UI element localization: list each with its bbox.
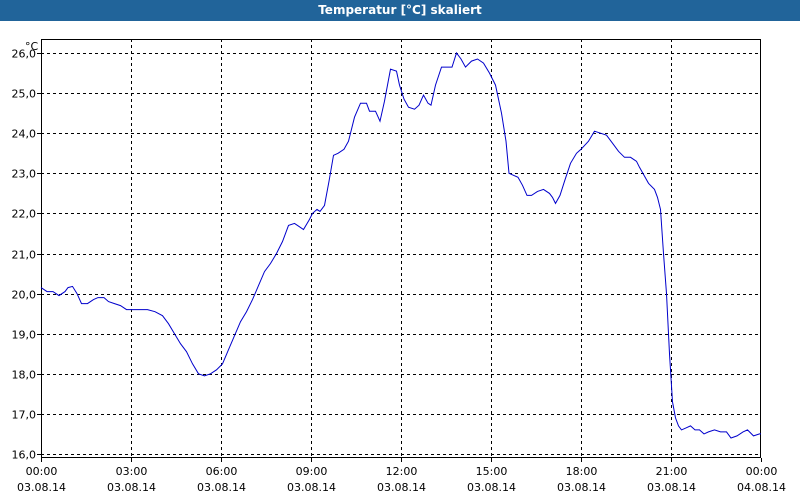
- x-tick-time-label: 00:00: [746, 465, 778, 478]
- x-tick-date-label: 04.08.14: [737, 481, 786, 494]
- x-axis: 00:00 03.08.14 03:00 03.08.14 06:00 03.08.14 0…: [17, 458, 786, 494]
- window-title: Temperatur [°C] skaliert: [0, 0, 800, 21]
- y-tick-label: 18,0: [12, 369, 37, 382]
- x-tick-time-label: 00:00: [26, 465, 58, 478]
- x-tick-date-label: 03.08.14: [647, 481, 696, 494]
- y-tick-label: 26,0: [12, 48, 37, 61]
- y-tick-label: 19,0: [12, 329, 37, 342]
- x-tick-time-label: 12:00: [386, 465, 418, 478]
- y-axis-unit-label: °C: [25, 40, 39, 53]
- temperature-chart: 16,0 17,0 18,0 19,0 20,0 21,0 22,0 23,0 24,0 25,0…: [12, 39, 786, 494]
- y-axis: 16,0 17,0 18,0 19,0 20,0 21,0 22,0 23,0 24,0 25,0…: [12, 48, 41, 462]
- x-tick-date-label: 03.08.14: [467, 481, 516, 494]
- y-tick-label: 24,0: [12, 128, 37, 141]
- x-tick-date-label: 03.08.14: [107, 481, 156, 494]
- x-tick-date-label: 03.08.14: [557, 481, 606, 494]
- x-tick-time-label: 03:00: [116, 465, 148, 478]
- y-tick-label: 22,0: [12, 208, 37, 221]
- y-tick-label: 25,0: [12, 88, 37, 101]
- grid: [41, 39, 761, 458]
- x-tick-date-label: 03.08.14: [287, 481, 336, 494]
- y-tick-label: 17,0: [12, 409, 37, 422]
- x-tick-date-label: 03.08.14: [17, 481, 66, 494]
- x-tick-time-label: 18:00: [566, 465, 598, 478]
- x-tick-time-label: 06:00: [206, 465, 238, 478]
- y-tick-label: 23,0: [12, 168, 37, 181]
- x-tick-date-label: 03.08.14: [197, 481, 246, 494]
- x-tick-time-label: 15:00: [476, 465, 508, 478]
- temperature-series-line: [40, 51, 761, 439]
- plot-frame: [41, 39, 761, 458]
- x-tick-time-label: 21:00: [656, 465, 688, 478]
- y-tick-label: 21,0: [12, 249, 37, 262]
- x-tick-date-label: 03.08.14: [377, 481, 426, 494]
- y-tick-label: 20,0: [12, 289, 37, 302]
- y-tick-label: 16,0: [12, 449, 37, 462]
- x-tick-time-label: 09:00: [296, 465, 328, 478]
